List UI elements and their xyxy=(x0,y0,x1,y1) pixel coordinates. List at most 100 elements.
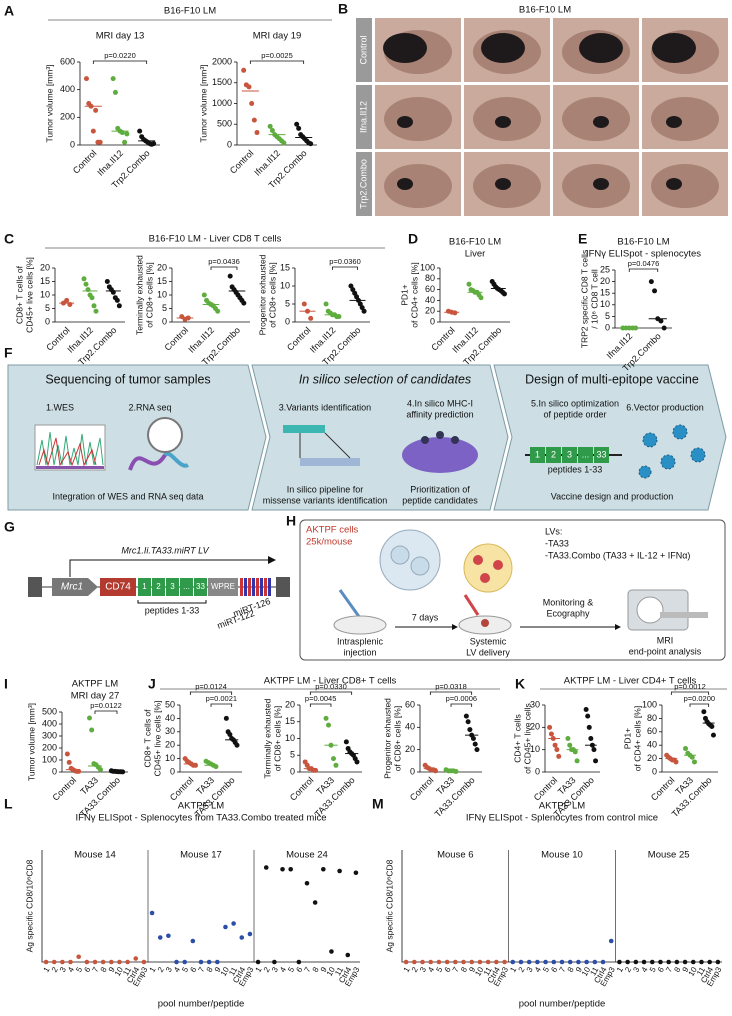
dot xyxy=(301,301,307,307)
peptide-number: 33 xyxy=(196,582,205,591)
dot xyxy=(470,736,476,741)
x-tick-label: 1 xyxy=(402,965,412,974)
p-bracket xyxy=(689,703,710,707)
p-value: p=0.0021 xyxy=(206,694,238,703)
panel-header: B16-F10 LM xyxy=(164,6,216,17)
y-tick-label: 20 xyxy=(405,744,415,754)
dot xyxy=(552,742,558,748)
y-tick-label: 2000 xyxy=(212,56,232,66)
p-value: p=0.0318 xyxy=(435,682,467,691)
tissue xyxy=(384,97,452,141)
y-tick-label: 500 xyxy=(42,706,57,716)
letter: G xyxy=(4,519,15,535)
y-tick-label: 0 xyxy=(162,316,167,326)
protocol: AKTPF cells 25k/mouse LVs: -TA33 -TA33.C… xyxy=(299,519,726,661)
letter: K xyxy=(515,676,525,692)
dot xyxy=(461,959,466,965)
x-tick-label: 1 xyxy=(615,965,625,974)
x-tick-label: 4 xyxy=(66,965,76,974)
y-axis-label: CD4+ T cells xyxy=(512,714,522,763)
y-tick-label: 80 xyxy=(647,713,657,723)
rna xyxy=(163,451,190,468)
y-tick-label: 30 xyxy=(165,726,175,736)
dot xyxy=(112,89,118,95)
p-bracket xyxy=(92,60,148,64)
construct-title: Mrc1.Ii.TA33.miRT LV xyxy=(121,545,209,555)
x-tick-label: 3 xyxy=(525,965,535,974)
x-tick-label: 8 xyxy=(205,965,215,974)
mouse xyxy=(333,615,387,635)
y-tick-label: 10 xyxy=(40,289,50,299)
x-tick-label: 9 xyxy=(467,965,477,974)
dot xyxy=(110,76,116,82)
p-value: p=0.0012 xyxy=(674,682,706,691)
dot xyxy=(117,959,122,965)
y-axis-label: of CD8+ cells [%] xyxy=(267,262,277,327)
virus xyxy=(473,555,483,565)
y-tick-label: 50 xyxy=(165,699,175,709)
y-tick-label: 15 xyxy=(40,276,50,286)
y-tick-label: 200 xyxy=(60,112,75,122)
dot xyxy=(633,959,639,965)
dot xyxy=(420,959,425,965)
dot xyxy=(64,297,70,303)
x-tick-label: 2 xyxy=(410,965,420,974)
mouse-label: Mouse 10 xyxy=(541,850,583,861)
dot xyxy=(452,310,458,316)
y-axis-label: Tumor volume [mm³] xyxy=(44,64,54,142)
dot xyxy=(465,719,471,725)
y-tick-label: 15 xyxy=(280,262,290,272)
dot xyxy=(600,959,606,965)
p-value: p=0.0045 xyxy=(305,694,337,703)
dot xyxy=(116,303,122,309)
panel-header: AKTPF LM - Liver CD4+ T cells xyxy=(564,676,697,687)
dot xyxy=(149,910,155,916)
lv-dish xyxy=(463,543,513,593)
chart-title: AKTPF LM xyxy=(72,679,119,690)
step-title: In silico selection of candidates xyxy=(299,372,471,386)
chart-title: B16-F10 LM xyxy=(617,237,669,248)
dot xyxy=(151,141,157,147)
chart-title: B16-F10 LM xyxy=(449,237,501,248)
dot xyxy=(174,959,179,965)
x-tick-label: 1 xyxy=(148,965,158,974)
y-tick-label: 15 xyxy=(285,716,295,726)
lv-label: -TA33.Combo (TA33 + IL-12 + IFNα) xyxy=(545,550,690,560)
construct: Mrc1.Ii.TA33.miRT LV Mrc1 CD74 1 2 3... 33 … xyxy=(28,545,290,631)
dot xyxy=(592,959,598,965)
step-label: 7 days xyxy=(412,612,439,622)
y-axis-label: Tumor volume [mm³] xyxy=(198,64,208,142)
panel-header: AKTPF LM - Liver CD8+ T cells xyxy=(264,676,397,687)
dot xyxy=(648,279,654,285)
dot xyxy=(354,759,360,765)
dot xyxy=(241,300,247,306)
peptide-box xyxy=(562,447,577,463)
y-tick-label: 60 xyxy=(425,284,435,294)
dot xyxy=(345,952,351,958)
chevron xyxy=(7,364,267,511)
y-axis-label: Progenitor exhausted xyxy=(257,254,267,335)
trace xyxy=(38,437,97,467)
axis xyxy=(299,705,362,773)
y-tick-label: 30 xyxy=(530,699,540,709)
y-tick-label: 5 xyxy=(285,298,290,308)
y-tick-label: 0 xyxy=(70,139,75,149)
dot xyxy=(477,959,483,965)
virus xyxy=(493,560,503,570)
tumor xyxy=(495,178,511,190)
dot xyxy=(586,724,592,730)
dot xyxy=(673,759,679,765)
letter: J xyxy=(148,676,156,692)
p-value: p=0.0330 xyxy=(315,682,347,691)
axis xyxy=(236,62,317,146)
dot xyxy=(576,959,581,965)
x-tick-label: 8 xyxy=(566,965,576,974)
dot xyxy=(649,959,655,965)
dot xyxy=(683,746,689,752)
panel-header: B16-F10 LM - Liver CD8 T cells xyxy=(149,234,282,245)
dot xyxy=(288,866,293,872)
x-tick-label: 5 xyxy=(286,965,296,974)
dot xyxy=(641,959,647,965)
dot xyxy=(617,959,622,965)
dot xyxy=(323,301,329,307)
